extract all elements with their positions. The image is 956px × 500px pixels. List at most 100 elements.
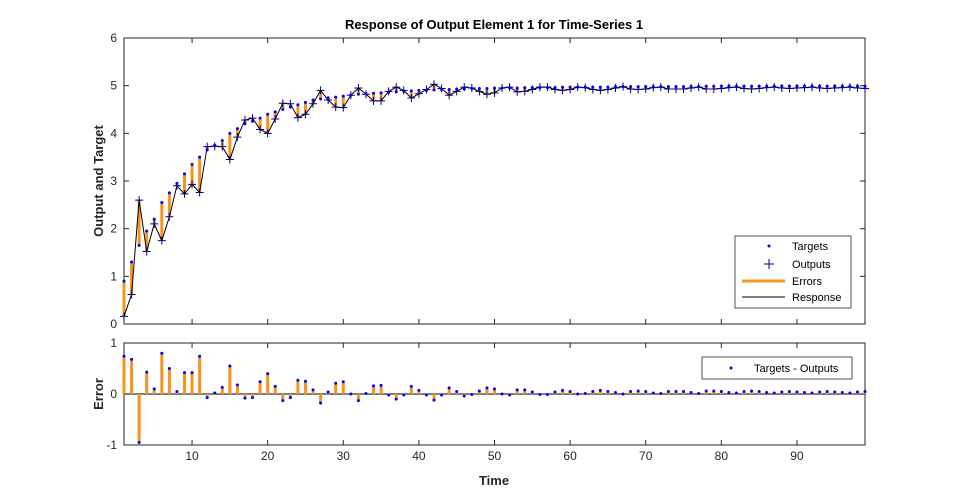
target-marker (545, 86, 549, 90)
target-marker (825, 84, 829, 88)
error-point (152, 387, 156, 391)
x-axis-label: Time (479, 473, 509, 488)
target-marker (167, 191, 171, 195)
target-marker (697, 85, 701, 89)
target-marker (477, 87, 481, 91)
legend-diff-marker (729, 366, 733, 370)
target-marker (538, 86, 542, 90)
target-marker (296, 103, 300, 107)
target-marker (629, 85, 633, 89)
target-marker (288, 105, 292, 109)
error-point (621, 392, 625, 396)
target-marker (651, 85, 655, 89)
target-marker (440, 87, 444, 91)
error-point (296, 378, 300, 382)
output-marker (127, 290, 136, 299)
error-point (432, 398, 436, 402)
target-marker (326, 96, 330, 100)
output-marker (135, 196, 144, 205)
target-marker (220, 138, 224, 142)
target-marker (674, 85, 678, 89)
error-point (674, 389, 678, 393)
target-marker (470, 87, 474, 91)
error-point (629, 389, 633, 393)
error-point (220, 385, 224, 389)
error-point (772, 391, 776, 395)
error-point (334, 381, 338, 385)
error-point (409, 384, 413, 388)
x-tick-label: 90 (790, 449, 804, 463)
error-point (387, 393, 391, 397)
target-marker (561, 85, 565, 89)
target-marker (205, 148, 209, 152)
error-point (477, 389, 481, 393)
target-marker (462, 87, 466, 91)
error-point (523, 388, 527, 392)
error-point (666, 389, 670, 393)
error-points (122, 351, 867, 444)
output-marker (354, 84, 363, 93)
target-marker (424, 88, 428, 92)
target-marker (198, 155, 202, 159)
target-marker (636, 85, 640, 89)
target-marker (122, 279, 126, 283)
target-marker (137, 243, 141, 247)
error-point (833, 390, 837, 394)
response-y-axis-label: Output and Target (91, 124, 106, 236)
error-point (598, 388, 602, 392)
target-marker (772, 84, 776, 88)
response-legend-box (734, 235, 852, 309)
error-point (182, 371, 186, 375)
output-marker (142, 247, 151, 256)
output-marker (120, 312, 128, 321)
error-point (258, 380, 262, 384)
output-marker (157, 236, 166, 245)
output-marker (188, 180, 197, 189)
output-marker (233, 133, 242, 142)
target-marker (251, 119, 255, 123)
error-point (417, 388, 421, 392)
target-marker (833, 84, 837, 88)
target-marker (160, 200, 164, 204)
error-point (855, 390, 859, 394)
error-point (613, 390, 617, 394)
target-marker (689, 85, 693, 89)
error-point (440, 393, 444, 397)
error-plot: Error Time -1 0 1 10 20 30 40 50 60 70 80 90 Targe… (91, 336, 867, 488)
error-point (742, 389, 746, 393)
y-tick-label: 0 (110, 317, 117, 331)
error-point (402, 393, 406, 397)
error-point (545, 393, 549, 397)
target-marker (235, 127, 239, 131)
error-point (568, 389, 572, 393)
output-marker (195, 188, 204, 197)
error-point (379, 383, 383, 387)
error-point (576, 392, 580, 396)
error-point (288, 396, 292, 400)
target-marker (190, 162, 194, 166)
target-marker (591, 85, 595, 89)
output-marker (150, 219, 159, 228)
error-point (727, 390, 731, 394)
x-tick-label: 10 (185, 449, 199, 463)
target-marker (319, 97, 323, 101)
error-point (840, 390, 844, 394)
target-marker (508, 86, 512, 90)
legend-outputs-marker (764, 259, 774, 269)
legend-diff-label: Targets - Outputs (754, 363, 839, 375)
y-tick-label: 2 (110, 222, 117, 236)
target-marker (553, 86, 557, 90)
error-point (198, 354, 202, 358)
error-point (636, 389, 640, 393)
target-marker (795, 84, 799, 88)
response-y-ticks: 0 1 2 3 4 5 6 (110, 31, 865, 331)
y-tick-label: -1 (106, 438, 117, 452)
error-point (470, 393, 474, 397)
response-plot: Response of Output Element 1 for Time-Se… (91, 17, 869, 331)
error-point (311, 388, 315, 392)
x-tick-label: 70 (639, 449, 653, 463)
target-marker (152, 217, 156, 221)
response-x-ticks (191, 38, 798, 324)
target-marker (750, 84, 754, 88)
output-marker (430, 80, 439, 89)
